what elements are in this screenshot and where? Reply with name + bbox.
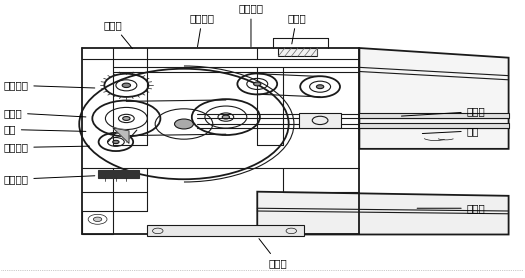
Bar xyxy=(360,113,509,118)
Circle shape xyxy=(113,140,119,144)
Text: 降推板: 降推板 xyxy=(417,203,486,213)
Circle shape xyxy=(122,83,131,88)
Text: 升推杆: 升推杆 xyxy=(287,13,306,44)
Text: 机芯支架: 机芯支架 xyxy=(190,13,215,47)
Bar xyxy=(148,225,304,236)
Text: 旋转盘: 旋转盘 xyxy=(104,20,132,49)
Text: 皮带轮: 皮带轮 xyxy=(3,108,86,118)
Bar xyxy=(278,48,318,56)
Polygon shape xyxy=(360,48,509,149)
Circle shape xyxy=(317,85,324,89)
Text: 皮带: 皮带 xyxy=(3,125,86,135)
Bar xyxy=(98,170,140,178)
Text: 托盘: 托盘 xyxy=(422,126,479,136)
Text: 加载电机: 加载电机 xyxy=(3,142,90,152)
Circle shape xyxy=(254,82,261,86)
Circle shape xyxy=(174,119,193,129)
Text: 进给电机: 进给电机 xyxy=(238,4,264,47)
Circle shape xyxy=(93,217,102,222)
Polygon shape xyxy=(113,128,129,143)
Circle shape xyxy=(123,116,130,120)
Text: 驱动齿轮: 驱动齿轮 xyxy=(3,80,95,90)
Polygon shape xyxy=(257,192,509,234)
Circle shape xyxy=(222,115,229,119)
Text: 检测板: 检测板 xyxy=(259,239,288,269)
Bar xyxy=(299,113,341,128)
Text: 检测开关: 检测开关 xyxy=(3,174,95,184)
Bar xyxy=(360,123,509,128)
Bar xyxy=(82,211,113,234)
Text: 激光头: 激光头 xyxy=(402,106,486,116)
